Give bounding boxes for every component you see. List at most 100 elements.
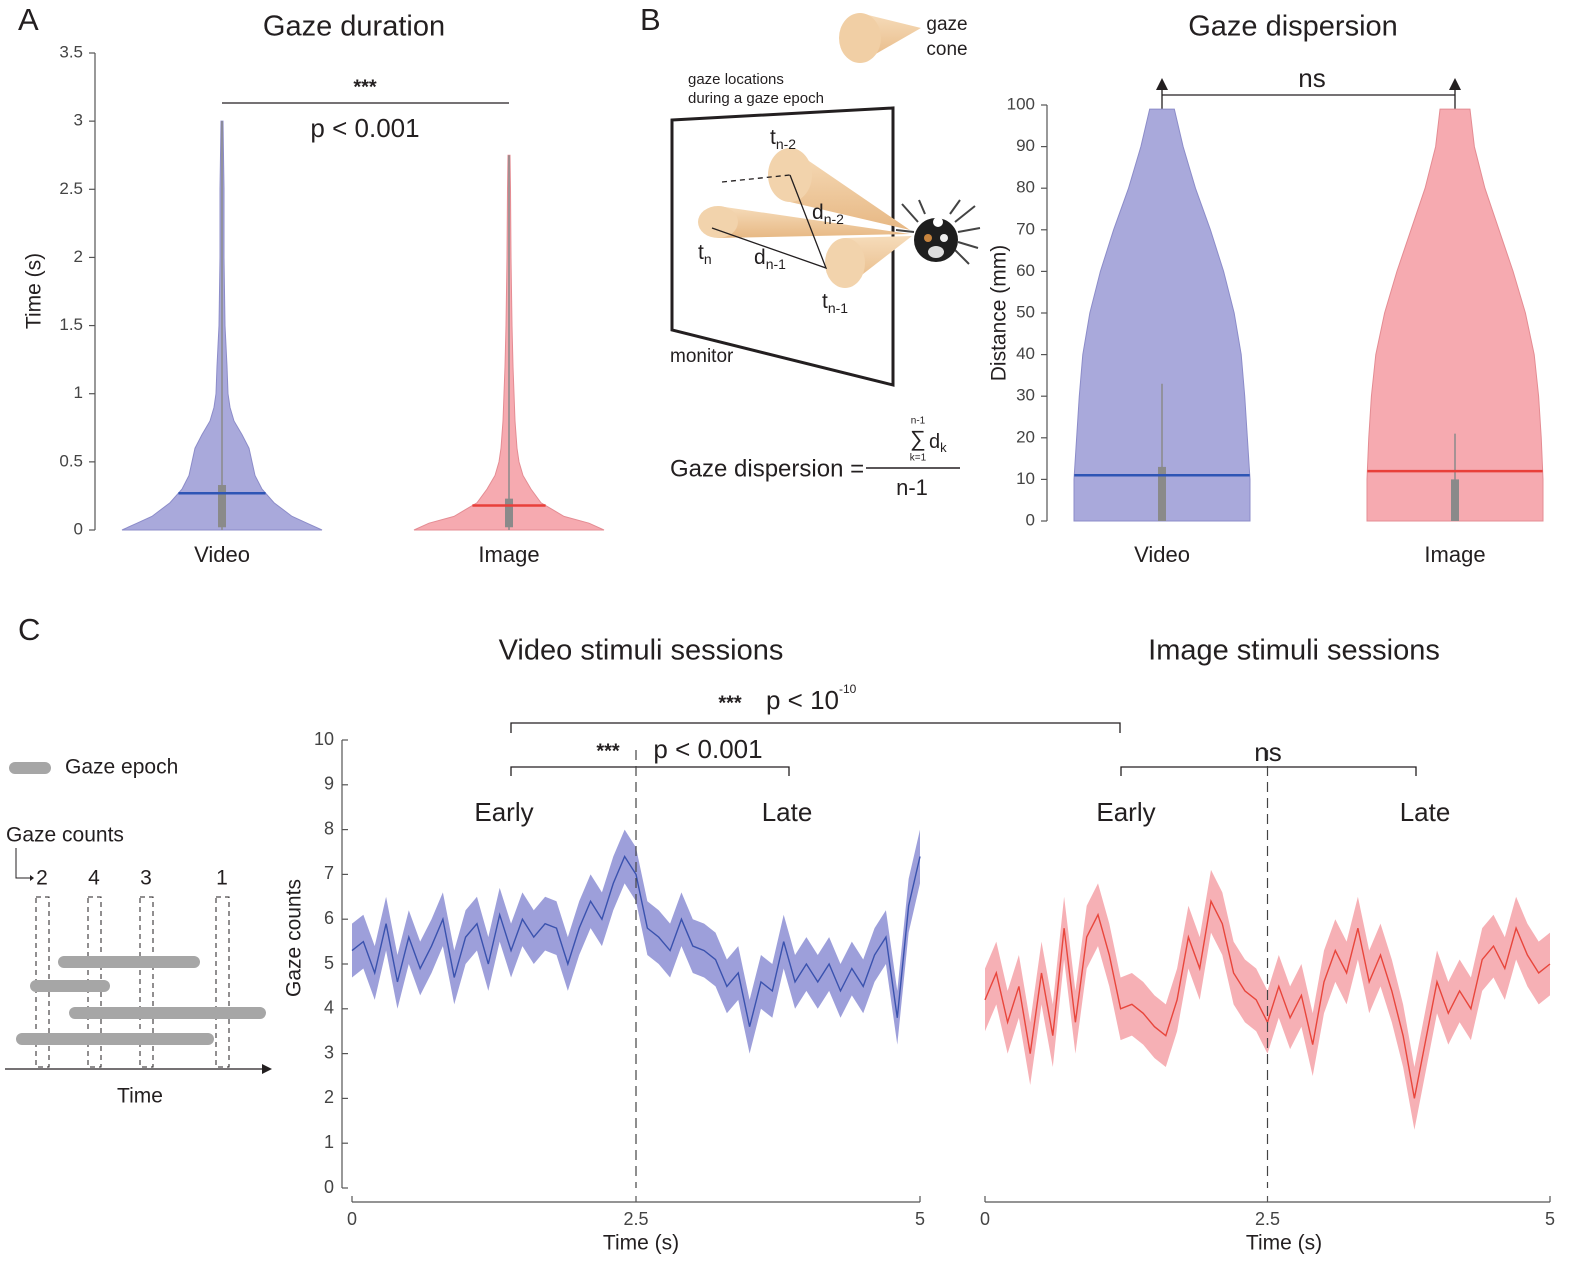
x-axis-label: Time (s) [603,1232,679,1255]
count: 2 [36,867,48,890]
chart-title: Image stimuli sessions [1148,635,1440,667]
y-tick-label: 6 [324,908,334,928]
y-tick-label: 9 [324,774,334,794]
mean-line [351,854,921,1027]
y-tick-label: 7 [324,863,334,883]
x-axis-label: Time (s) [1246,1232,1322,1255]
cone-label: cone [926,39,967,60]
y-tick-label: 4 [324,998,334,1018]
x-tick-label: 2.5 [623,1209,648,1229]
formula-term: dk [929,431,947,455]
y-tick-label: 10 [314,729,334,749]
annotation: Late [762,797,813,827]
chart-title: Gaze dispersion [1188,11,1398,43]
panel-letter: A [18,2,39,37]
t-base: t [770,126,776,149]
y-axis-label: Distance (mm) [988,245,1011,382]
locations-label: during a gaze epoch [688,90,824,107]
marmoset [895,199,981,265]
box [505,498,513,528]
t-sub: n-2 [776,136,796,152]
y-tick-label: 2 [324,1087,334,1107]
y-tick-label: 0 [324,1177,334,1197]
chart-title: Video stimuli sessions [499,635,784,667]
d-sub: n-2 [824,211,844,227]
p-value: p < 10-10 [766,682,857,715]
distance-line [711,174,828,270]
significance-bracket [510,722,1121,733]
d-base: d [812,201,824,224]
x-tick-label: Image [1424,542,1485,567]
count: 1 [216,867,228,890]
y-tick-label: 0.5 [59,451,83,470]
y-tick-label: 2.5 [59,179,83,198]
monitor [670,106,895,387]
violin [1073,108,1251,522]
gaze-cone [825,238,865,288]
pointer [15,848,30,879]
annotation: *** [596,740,620,762]
significance-bracket [510,766,790,776]
gaze-epoch [16,956,266,1045]
formula-sum: ∑ [910,426,926,451]
y-tick-label: 3 [74,111,83,130]
y-tick-label: 0 [74,519,83,538]
formula-term-sub: k [940,440,947,455]
y-tick-label: 80 [1016,178,1035,197]
d-sub: n-1 [766,256,786,272]
y-tick-label: 90 [1016,136,1035,155]
x-tick-label: Video [1134,542,1190,567]
t-sub: n-1 [828,300,848,316]
y-tick-label: 3 [324,1042,334,1062]
p-value-exponent: -10 [839,682,857,696]
x-tick-label: 2.5 [1255,1209,1280,1229]
count: 3 [140,867,152,890]
formula-lhs: Gaze dispersion = [670,455,864,482]
y-tick-label: 1 [324,1132,334,1152]
cone-label: gaze [926,14,967,35]
significance-bracket [1120,766,1417,776]
annotation: *** [353,76,377,98]
x-tick-label: 5 [1545,1209,1555,1229]
y-tick-label: 1.5 [59,315,83,334]
y-tick-label: 2 [74,247,83,266]
x-tick-label: Video [194,542,250,567]
gaze-cone [718,206,910,238]
counts-label: Gaze counts [6,824,124,847]
formula-term-base: d [929,431,940,453]
annotation: Late [1400,797,1451,827]
t-label: tn [698,241,712,267]
p-value-text: p < 10 [766,685,839,715]
box [1158,466,1166,521]
y-tick-label: 70 [1016,219,1035,238]
d-label: dn-2 [812,201,844,227]
t-label: tn-1 [822,290,848,316]
y-tick-label: 30 [1016,386,1035,405]
y-tick-label: 50 [1016,302,1035,321]
y-axis-label: Gaze counts [283,879,306,997]
formula-denominator: n-1 [896,475,928,500]
cone-icon [839,13,881,63]
y-tick-label: 3.5 [59,42,83,61]
y-tick-label: 1 [74,383,83,402]
annotation: ns [1298,63,1325,93]
time-label: Time [117,1085,163,1108]
significance-stars: *** [718,692,742,714]
monitor-label: monitor [670,346,734,367]
gaze-diagram: gaze cone gaze locations during a gaze e… [670,13,981,500]
y-tick-label: 10 [1016,469,1035,488]
violin [1366,108,1544,522]
pointer [30,875,34,881]
chart-title: Gaze duration [263,11,445,43]
formula-sum-bottom: k=1 [910,453,927,464]
annotation: Early [474,797,533,827]
d-base: d [754,246,766,269]
t-label: tn-2 [770,126,796,152]
annotation: p < 0.001 [653,734,762,764]
x-tick-label: 5 [915,1209,925,1229]
annotation: p < 0.001 [310,113,419,143]
y-tick-label: 8 [324,818,334,838]
t-base: t [698,241,704,264]
x-tick-label: 0 [980,1209,990,1229]
